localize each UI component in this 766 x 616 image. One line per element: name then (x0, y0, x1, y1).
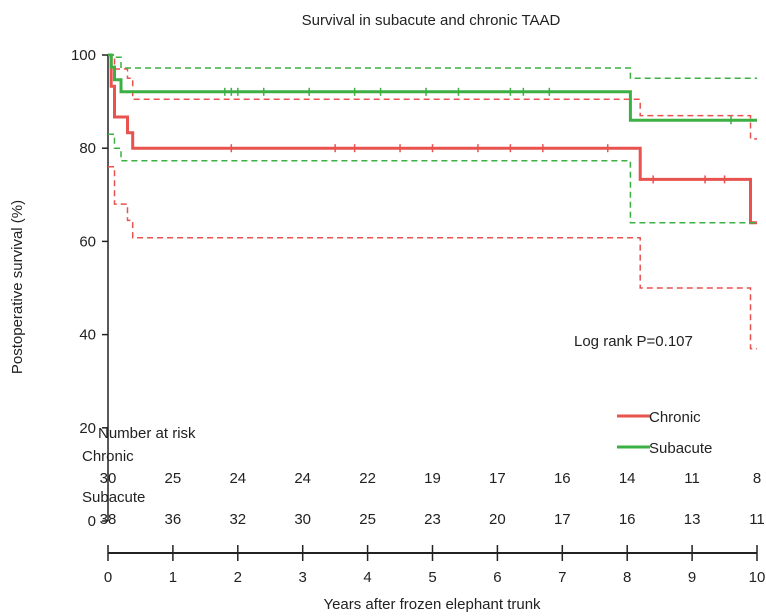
y-tick-label: 0 (88, 513, 96, 530)
chart-title: Survival in subacute and chronic TAAD (302, 12, 561, 29)
risk-group-label-subacute: Subacute (82, 489, 145, 506)
risk-count-chronic: 22 (359, 470, 376, 487)
legend-label-chronic: Chronic (649, 409, 701, 426)
x-tick-label: 3 (299, 569, 307, 586)
x-tick-label: 6 (493, 569, 501, 586)
risk-count-subacute: 25 (359, 511, 376, 528)
x-tick-label: 2 (234, 569, 242, 586)
risk-table-title: Number at risk (98, 425, 196, 442)
legend-label-subacute: Subacute (649, 440, 712, 457)
risk-count-chronic: 25 (165, 470, 182, 487)
x-tick-label: 9 (688, 569, 696, 586)
x-tick-label: 7 (558, 569, 566, 586)
risk-count-chronic: 24 (229, 470, 246, 487)
risk-count-subacute: 38 (100, 511, 117, 528)
y-tick-label: 100 (71, 47, 96, 64)
risk-count-subacute: 16 (619, 511, 636, 528)
x-tick-label: 8 (623, 569, 631, 586)
legend: Chronic Subacute (617, 409, 712, 457)
risk-count-subacute: 11 (749, 511, 765, 528)
ci-lower-subacute (108, 133, 757, 224)
y-tick-label: 40 (79, 327, 96, 344)
x-tick-label: 10 (749, 569, 766, 586)
risk-count-chronic: 8 (753, 470, 761, 487)
risk-count-chronic: 11 (684, 470, 700, 487)
risk-count-chronic: 19 (424, 470, 441, 487)
risk-count-subacute: 23 (424, 511, 441, 528)
risk-count-subacute: 13 (684, 511, 701, 528)
risk-count-chronic: 24 (294, 470, 311, 487)
risk-count-subacute: 32 (229, 511, 246, 528)
x-tick-label: 1 (169, 569, 177, 586)
risk-count-chronic: 17 (489, 470, 506, 487)
ci-lower-chronic (108, 166, 757, 350)
x-tick-label: 4 (363, 569, 371, 586)
risk-count-subacute: 30 (294, 511, 311, 528)
risk-count-subacute: 17 (554, 511, 571, 528)
risk-count-subacute: 36 (165, 511, 182, 528)
y-tick-label: 60 (79, 233, 96, 250)
y-axis-label: Postoperative survival (%) (9, 200, 26, 374)
y-tick-label: 80 (79, 140, 96, 157)
log-rank-annotation: Log rank P=0.107 (574, 333, 693, 350)
survival-curve-subacute (108, 53, 757, 122)
x-tick-label: 0 (104, 569, 112, 586)
risk-count-chronic: 30 (100, 470, 117, 487)
risk-count-subacute: 20 (489, 511, 506, 528)
survival-curve-chronic (108, 53, 757, 225)
x-axis-label: Years after frozen elephant trunk (323, 596, 541, 613)
risk-count-chronic: 16 (554, 470, 571, 487)
risk-count-chronic: 14 (619, 470, 636, 487)
x-tick-label: 5 (428, 569, 436, 586)
y-tick-label: 20 (79, 420, 96, 437)
ci-upper-subacute (108, 54, 757, 80)
